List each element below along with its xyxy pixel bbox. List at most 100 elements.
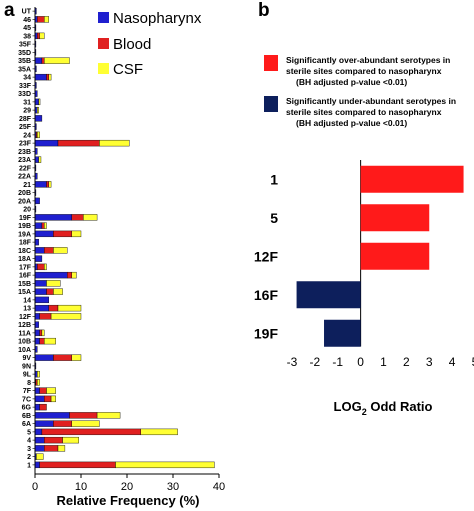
bar-segment-csf	[96, 412, 121, 419]
bar-segment-nasopharynx	[34, 98, 39, 106]
y-tick-label: 28F	[19, 116, 32, 123]
legend-over-line1: Significantly over-abundant serotypes in	[286, 55, 450, 65]
legend-over-line2: sterile sites compared to nasopharynx	[286, 66, 442, 76]
bar-segment-csf	[46, 280, 61, 287]
bar-segment-blood	[53, 420, 73, 427]
bar-segment-nasopharynx	[34, 420, 54, 427]
bar-segment-csf	[44, 337, 56, 345]
y-tick-label: 1	[27, 462, 31, 469]
legend-swatch-csf	[98, 63, 109, 74]
odds-bar-5	[360, 204, 430, 232]
panel-a-stacked-bar-chart: UT46453835F35D35B35A3433F33D312928F25F24…	[18, 7, 225, 493]
x-tick-label: -2	[310, 355, 321, 369]
bar-segment-blood	[44, 395, 52, 403]
bar-segment-blood	[46, 288, 54, 295]
y-tick-label: 23F	[19, 141, 32, 148]
y-tick-label: 35D	[18, 50, 31, 57]
y-tick-label: 24	[23, 132, 31, 139]
x-tick-label: -3	[287, 355, 298, 369]
bar-segment-nasopharynx	[34, 156, 39, 163]
bar-segment-nasopharynx	[34, 337, 40, 345]
y-tick-label: 8	[27, 380, 31, 387]
y-tick-label: 5	[27, 429, 31, 436]
y-tick-label: 18A	[18, 256, 31, 263]
bar-segment-blood	[37, 16, 45, 23]
bar-segment-blood	[39, 387, 47, 394]
bar-segment-nasopharynx	[34, 329, 40, 337]
bar-segment-nasopharynx	[34, 139, 59, 147]
y-tick-label: 35A	[18, 66, 31, 73]
x-tick-label: 30	[167, 481, 179, 493]
bar-segment-nasopharynx	[34, 247, 45, 254]
bar-segment-blood	[57, 139, 100, 147]
bar-segment-nasopharynx	[34, 238, 39, 246]
bar-segment-blood	[71, 214, 84, 221]
bar-segment-nasopharynx	[34, 222, 43, 229]
bar-segment-blood	[39, 403, 47, 411]
bar-segment-csf	[48, 181, 52, 188]
y-tick-label: 20	[23, 207, 31, 214]
y-tick-label: 16F	[19, 273, 32, 280]
bar-segment-blood	[41, 57, 45, 64]
bar-segment-nasopharynx	[34, 280, 47, 287]
odds-bar-19f	[324, 319, 361, 347]
bar-segment-nasopharynx	[34, 304, 50, 312]
bar-segment-blood	[41, 428, 142, 436]
bar-segment-blood	[66, 271, 72, 279]
bar-segment-blood	[39, 337, 45, 345]
panel-b-x-axis-title: LOG2 Odd Ratio	[334, 399, 433, 417]
bar-segment-csf	[62, 436, 79, 444]
y-tick-label: 21	[23, 182, 31, 189]
x-tick-label: 2	[403, 355, 410, 369]
bar-segment-nasopharynx	[34, 73, 47, 81]
bar-segment-nasopharynx	[34, 403, 40, 411]
bar-segment-csf	[115, 461, 215, 469]
y-tick-label: 9V	[22, 355, 31, 362]
bar-segment-nasopharynx	[34, 296, 50, 304]
bar-segment-csf	[37, 379, 40, 386]
y-tick-label: 25F	[19, 124, 32, 131]
panel-a-legend: Nasopharynx Blood CSF	[98, 10, 202, 78]
legend-under-line3: (BH adjusted p-value <0.01)	[296, 118, 407, 128]
legend-swatch-under-abundant	[264, 96, 278, 112]
y-tick-label: 17F	[19, 264, 32, 271]
bar-segment-blood	[37, 263, 45, 271]
bar-segment-nasopharynx	[34, 461, 40, 469]
bar-segment-blood	[53, 354, 73, 361]
y-tick-label: 19A	[18, 231, 31, 238]
bar-segment-blood	[48, 304, 59, 312]
bar-segment-nasopharynx	[34, 230, 54, 238]
y-tick-label: 6A	[22, 421, 31, 428]
bar-segment-nasopharynx	[34, 57, 43, 64]
panel-b-log-odds-chart: 1 5 12F 16F 19F -3 -2 -1 0 1 2 3 4 5	[254, 160, 474, 369]
y-tick-label: 9L	[23, 372, 32, 379]
bar-segment-blood	[37, 32, 40, 40]
bar-segment-csf	[38, 156, 42, 163]
bar-segment-nasopharynx	[34, 412, 70, 419]
y-tick-label: 12F	[19, 314, 32, 321]
bar-segment-nasopharynx	[34, 115, 43, 122]
y-tick-label: 15B	[18, 281, 31, 288]
bar-segment-blood	[39, 329, 43, 337]
bar-segment-csf	[140, 428, 178, 436]
bar-segment-blood	[46, 73, 49, 81]
panel-b-letter: b	[258, 0, 270, 21]
odds-bar-1	[360, 165, 464, 193]
bar-segment-nasopharynx	[34, 181, 47, 188]
bar-segment-csf	[99, 139, 130, 147]
legend-label-csf: CSF	[113, 61, 143, 78]
bar-segment-csf	[83, 214, 98, 221]
x-tick-label: 0	[32, 481, 38, 493]
x-tick-label: 0	[357, 355, 364, 369]
bar-segment-nasopharynx	[34, 387, 40, 394]
bar-segment-csf	[37, 106, 39, 114]
bar-segment-csf	[36, 453, 44, 460]
bar-segment-csf	[44, 263, 47, 271]
bar-segment-nasopharynx	[34, 436, 45, 444]
x-tick-label: 5	[472, 355, 474, 369]
y-tick-label: 20B	[18, 190, 31, 197]
y-tick-label: 18F	[19, 240, 32, 247]
bar-segment-csf	[39, 32, 45, 40]
bar-segment-csf	[38, 98, 41, 106]
bar-segment-nasopharynx	[34, 197, 40, 205]
